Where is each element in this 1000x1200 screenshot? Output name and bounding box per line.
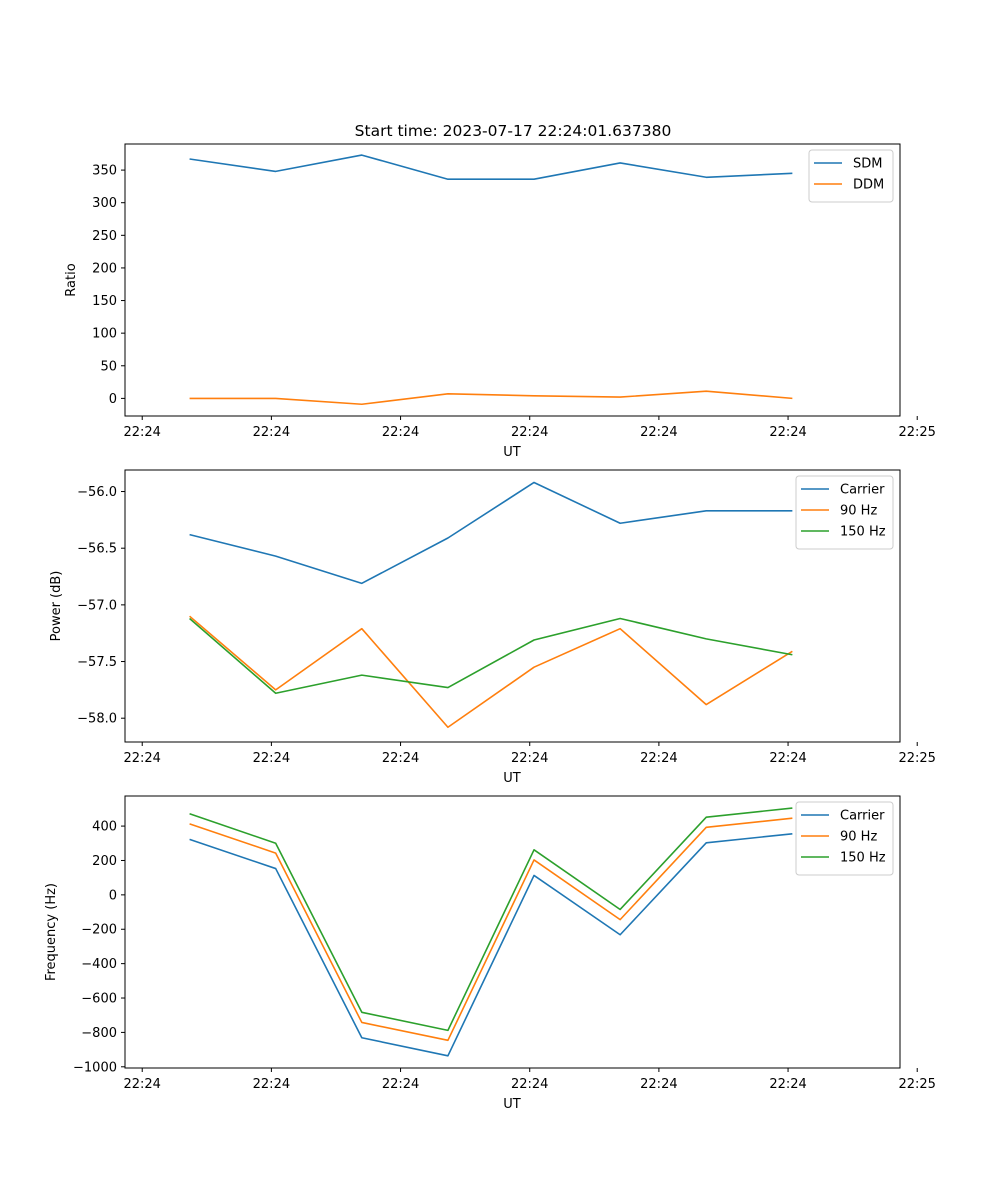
y-axis-label: Frequency (Hz)	[44, 883, 59, 981]
series-line-ddm	[189, 390, 793, 406]
y-tick-label: 0	[109, 888, 117, 903]
x-tick-label: 22:24	[123, 425, 160, 440]
panels: 22:24 22:24 22:24 22:24 22:24 22:24 22:25 0 50 10…	[44, 143, 936, 1112]
x-tick-label: 22:24	[253, 751, 290, 766]
legend-entry: Carrier	[840, 483, 885, 498]
legend-entry: 90 Hz	[840, 504, 877, 519]
series-line-carrier	[189, 481, 793, 585]
y-tick-label: 150	[92, 294, 117, 309]
legend-entry: 150 Hz	[840, 851, 886, 866]
x-tick-label: 22:24	[769, 425, 806, 440]
y-tick-label: −800	[81, 1026, 117, 1041]
y-tick-label: 200	[92, 261, 117, 276]
y-tick-label: 0	[109, 392, 117, 407]
x-tick-label: 22:24	[640, 425, 677, 440]
series-line-90-hz	[189, 615, 793, 729]
y-tick-label: 50	[100, 359, 117, 374]
x-tick-label: 22:24	[640, 751, 677, 766]
legend-entry: SDM	[853, 157, 882, 172]
y-tick-label: 300	[92, 196, 117, 211]
axes-frame	[124, 795, 901, 1069]
x-tick-label: 22:25	[898, 1077, 935, 1092]
legend-entry: 90 Hz	[840, 830, 877, 845]
panel-2: 22:24 22:24 22:24 22:24 22:24 22:24 22:25 −56.0…	[49, 469, 936, 786]
series-line-sdm	[189, 154, 793, 181]
panel-3: 22:24 22:24 22:24 22:24 22:24 22:24 22:25 400 20…	[44, 795, 936, 1112]
y-tick-label: 350	[92, 164, 117, 179]
y-tick-label: −57.0	[77, 598, 117, 613]
legend: Carrier 90 Hz 150 Hz	[795, 475, 894, 550]
series-line-150-hz	[189, 807, 793, 1032]
x-tick-label: 22:24	[382, 425, 419, 440]
series-line-90-hz	[189, 817, 793, 1042]
x-tick-label: 22:24	[640, 1077, 677, 1092]
x-axis-label: UT	[503, 1097, 521, 1112]
legend: Carrier 90 Hz 150 Hz	[795, 801, 894, 876]
x-tick-label: 22:24	[253, 1077, 290, 1092]
x-tick-label: 22:24	[382, 1077, 419, 1092]
x-axis-label: UT	[503, 771, 521, 786]
y-tick-label: −200	[81, 923, 117, 938]
legend-entry: DDM	[853, 178, 884, 193]
x-tick-label: 22:24	[511, 425, 548, 440]
y-tick-label: −400	[81, 957, 117, 972]
y-tick-label: 400	[92, 820, 117, 835]
x-tick-label: 22:24	[769, 1077, 806, 1092]
series-line-carrier	[189, 833, 793, 1057]
y-tick-label: −56.5	[77, 542, 117, 557]
y-tick-label: 250	[92, 229, 117, 244]
y-tick-label: −58.0	[77, 712, 117, 727]
legend-entry: Carrier	[840, 809, 885, 824]
x-tick-label: 22:25	[898, 425, 935, 440]
x-tick-label: 22:24	[769, 751, 806, 766]
y-tick-label: −56.0	[77, 485, 117, 500]
x-tick-label: 22:24	[253, 425, 290, 440]
y-tick-label: 100	[92, 327, 117, 342]
y-tick-label: −1000	[73, 1060, 117, 1075]
axes-frame	[124, 469, 901, 743]
x-tick-label: 22:25	[898, 751, 935, 766]
y-tick-label: 200	[92, 854, 117, 869]
y-tick-label: −57.5	[77, 655, 117, 670]
axes-frame	[124, 143, 901, 417]
legend-entry: 150 Hz	[840, 525, 886, 540]
series-line-150-hz	[189, 617, 793, 695]
x-axis-label: UT	[503, 445, 521, 460]
y-axis-label: Power (dB)	[49, 571, 64, 642]
x-tick-label: 22:24	[123, 1077, 160, 1092]
y-tick-label: −600	[81, 992, 117, 1007]
chart-title: Start time: 2023-07-17 22:24:01.637380	[355, 122, 672, 140]
y-axis-label: Ratio	[64, 263, 79, 296]
legend: SDM DDM	[808, 149, 894, 203]
x-tick-label: 22:24	[511, 1077, 548, 1092]
panel-1: 22:24 22:24 22:24 22:24 22:24 22:24 22:25 0 50 10…	[64, 143, 936, 460]
x-tick-label: 22:24	[511, 751, 548, 766]
x-tick-label: 22:24	[123, 751, 160, 766]
x-tick-label: 22:24	[382, 751, 419, 766]
